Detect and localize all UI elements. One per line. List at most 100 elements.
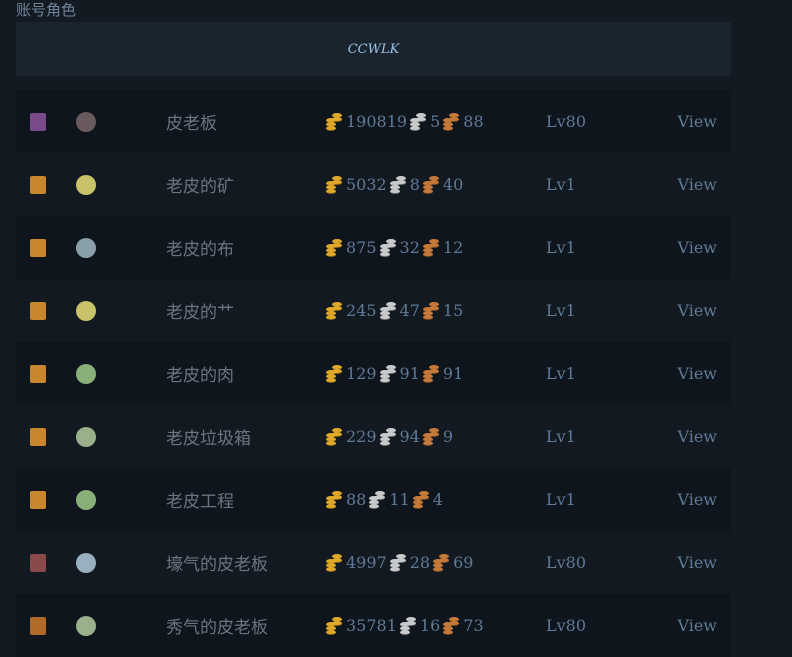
orc-portrait-icon: [30, 616, 46, 635]
silver-amount: 32: [399, 238, 420, 257]
character-name: 壕气的皮老板: [166, 555, 268, 575]
gold-coin-icon: [326, 491, 343, 509]
gold-amount: 4997: [346, 553, 387, 572]
copper-amount: 15: [442, 301, 464, 320]
silver-amount: 11: [389, 490, 410, 509]
character-money: 88 11 4: [326, 490, 446, 509]
view-link[interactable]: View: [677, 553, 717, 572]
silver-coin-icon: [379, 428, 397, 446]
spec-icon-yellow-icon: [76, 300, 96, 321]
character-money: 129 91 91: [326, 364, 466, 383]
character-name: 老皮工程: [166, 492, 234, 512]
human-male-portrait-icon: [30, 175, 46, 194]
spec-icon-blue-icon: [76, 552, 96, 573]
gold-amount: 129: [346, 364, 377, 383]
copper-coin-icon: [443, 617, 460, 635]
gold-coin-icon: [326, 176, 343, 194]
view-link[interactable]: View: [677, 364, 717, 383]
gold-coin-icon: [326, 554, 343, 572]
copper-coin-icon: [422, 365, 440, 383]
copper-coin-icon: [433, 554, 450, 572]
character-level: Lv1: [546, 238, 576, 257]
human-male-portrait-icon: [30, 301, 46, 320]
copper-amount: 4: [432, 490, 443, 509]
character-money: 245 47 15: [326, 301, 466, 320]
spec-icon-yellow-icon: [76, 174, 96, 195]
human-male-portrait-icon: [30, 364, 46, 383]
character-money: 5032 8 40: [326, 175, 466, 194]
view-link[interactable]: View: [677, 175, 717, 194]
character-name: 皮老板: [166, 114, 217, 134]
silver-amount: 5: [430, 112, 441, 131]
copper-coin-icon: [412, 491, 430, 509]
spec-icon-dark-icon: [76, 111, 96, 132]
character-row: 皮老板 190819 5 88 Lv80 View: [16, 90, 731, 153]
gold-coin-icon: [326, 617, 343, 635]
silver-coin-icon: [389, 554, 407, 572]
character-name: 老皮的艹: [166, 303, 234, 323]
human-male-portrait-icon: [30, 490, 46, 509]
view-link[interactable]: View: [677, 616, 717, 635]
copper-amount: 69: [453, 553, 474, 572]
dagger-icon: [76, 615, 96, 636]
character-name: 老皮的矿: [166, 177, 234, 197]
character-level: Lv1: [546, 301, 576, 320]
gold-coin-icon: [326, 113, 343, 131]
character-money: 35781 16 73: [326, 616, 487, 635]
character-money: 4997 28 69: [326, 553, 476, 572]
character-money: 190819 5 88: [326, 112, 487, 131]
character-level: Lv1: [546, 175, 576, 194]
silver-coin-icon: [379, 365, 397, 383]
gold-amount: 229: [346, 427, 377, 446]
silver-coin-icon: [410, 113, 427, 131]
gold-amount: 5032: [346, 175, 387, 194]
dagger-icon: [76, 426, 96, 447]
gold-coin-icon: [326, 302, 343, 320]
character-money: 875 32 12: [326, 238, 466, 257]
human-male-portrait-icon: [30, 238, 46, 257]
character-row: 老皮工程 88 11 4 Lv1 View: [16, 468, 731, 531]
sword-icon: [76, 489, 96, 510]
view-link[interactable]: View: [677, 238, 717, 257]
gold-amount: 875: [346, 238, 377, 257]
silver-amount: 28: [409, 553, 431, 572]
gold-amount: 35781: [346, 616, 397, 635]
silver-coin-icon: [369, 491, 386, 509]
spec-icon-grey-icon: [76, 237, 96, 258]
gold-amount: 88: [346, 490, 367, 509]
copper-amount: 91: [442, 364, 464, 383]
silver-amount: 91: [399, 364, 420, 383]
character-row: 老皮的矿 5032 8 40 Lv1 View: [16, 153, 731, 216]
sword-icon: [76, 363, 96, 384]
character-level: Lv80: [546, 553, 587, 572]
character-level: Lv1: [546, 427, 576, 446]
copper-amount: 12: [442, 238, 464, 257]
copper-coin-icon: [422, 428, 440, 446]
copper-coin-icon: [443, 113, 460, 131]
view-link[interactable]: View: [677, 112, 717, 131]
character-row: 壕气的皮老板 4997 28 69 Lv80 View: [16, 531, 731, 594]
view-link[interactable]: View: [677, 490, 717, 509]
gold-coin-icon: [326, 365, 343, 383]
character-level: Lv80: [546, 616, 587, 635]
silver-coin-icon: [379, 239, 397, 257]
view-link[interactable]: View: [677, 427, 717, 446]
view-link[interactable]: View: [677, 301, 717, 320]
silver-coin-icon: [389, 176, 407, 194]
gold-coin-icon: [326, 428, 343, 446]
copper-coin-icon: [422, 302, 440, 320]
character-name: 老皮的肉: [166, 366, 234, 386]
copper-amount: 40: [442, 175, 464, 194]
character-list: 皮老板 190819 5 88 Lv80 View 老皮的矿 5032 8 40 Lv1 View 老皮…: [16, 90, 731, 657]
character-level: Lv1: [546, 490, 576, 509]
character-row: 秀气的皮老板 35781 16 73 Lv80 View: [16, 594, 731, 657]
character-row: 老皮的艹 245 47 15 Lv1 View: [16, 279, 731, 342]
copper-amount: 73: [463, 616, 484, 635]
copper-coin-icon: [422, 239, 440, 257]
silver-coin-icon: [399, 617, 417, 635]
gold-amount: 245: [346, 301, 377, 320]
character-row: 老皮垃圾箱 229 94 9 Lv1 View: [16, 405, 731, 468]
copper-coin-icon: [422, 176, 440, 194]
copper-amount: 88: [463, 112, 484, 131]
character-level: Lv80: [546, 112, 587, 131]
